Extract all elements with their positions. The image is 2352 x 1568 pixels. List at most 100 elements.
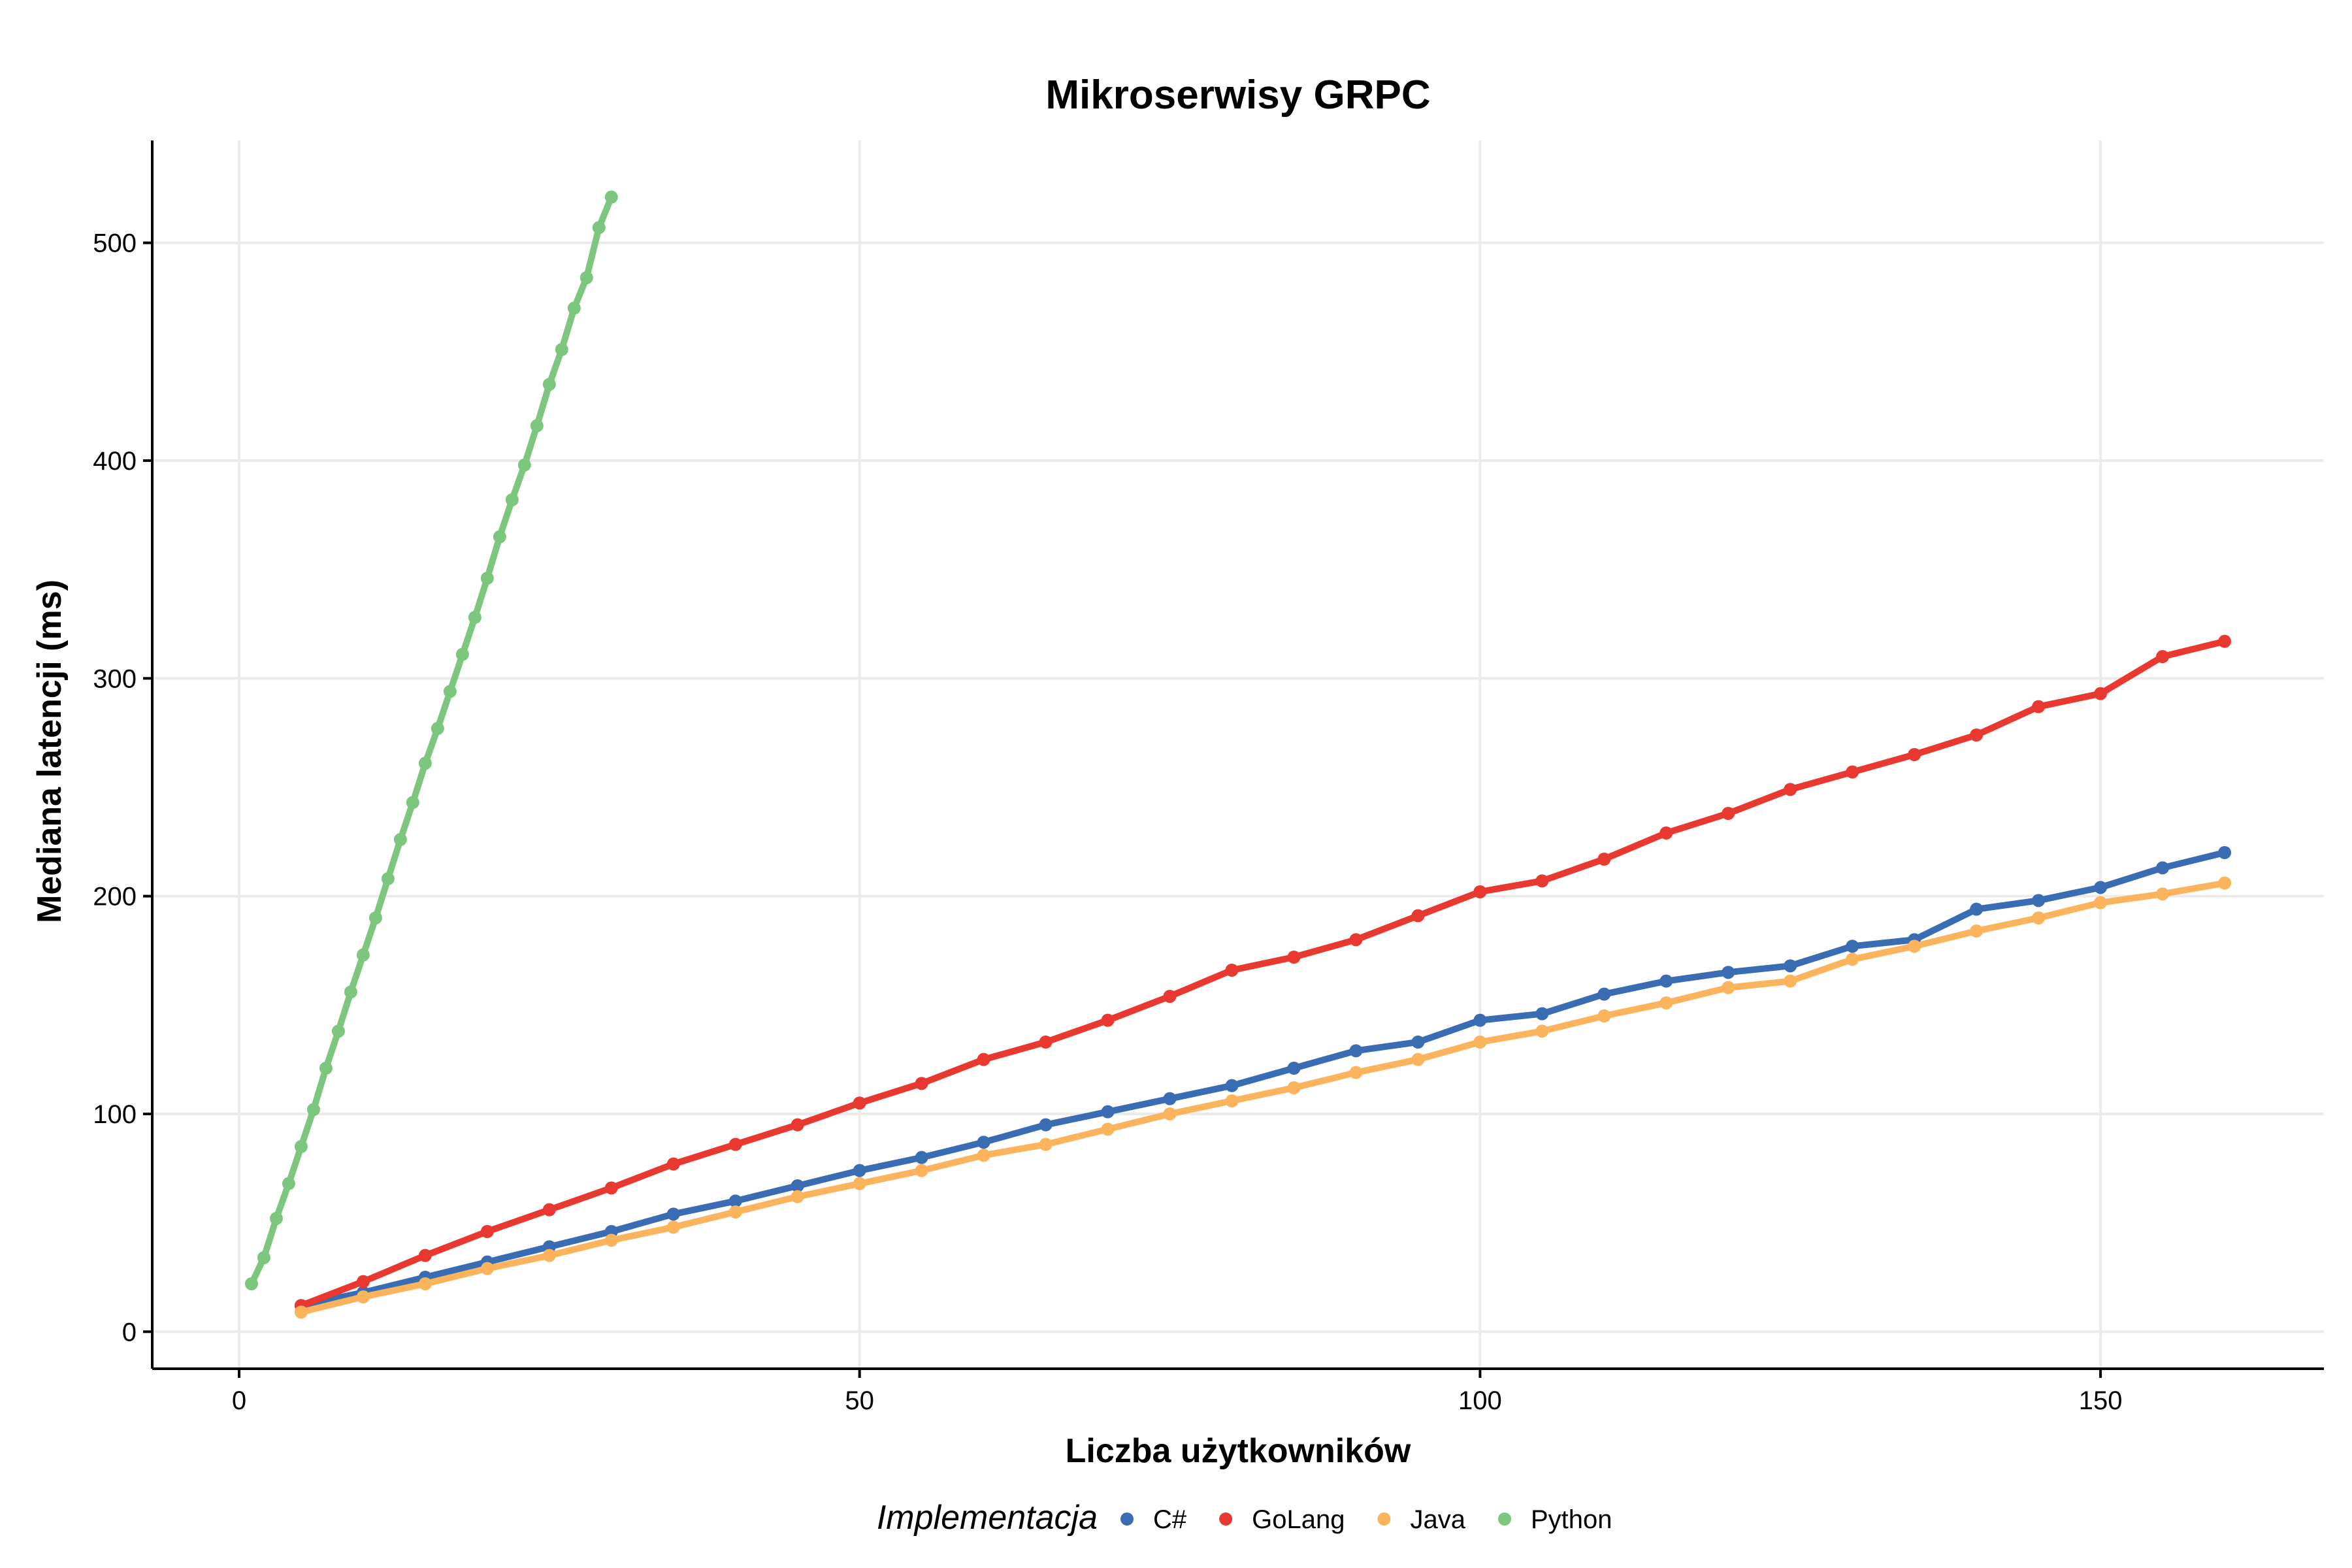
grid [152,140,2324,1369]
legend-marker-golang [1219,1512,1233,1526]
axes: 0 50 100 150 0 100 200 300 400 500 [93,140,2324,1415]
data-point-python [468,611,482,624]
data-point-java [1970,924,1984,938]
data-point-python [517,458,531,472]
data-point-java [604,1233,618,1247]
data-point-java [1039,1137,1053,1151]
data-point-golang [604,1181,618,1195]
x-axis-label: Liczba użytkowników [1066,1432,1411,1470]
data-point-python [356,948,370,962]
data-point-golang [1535,874,1549,888]
data-point-golang [356,1275,370,1288]
data-point-csharp [1535,1007,1549,1021]
data-point-java [2156,887,2170,901]
data-point-golang [1597,853,1611,866]
data-point-python [306,1103,320,1117]
y-tick-label: 400 [93,447,137,476]
data-point-java [1163,1107,1177,1120]
legend-marker-csharp [1120,1512,1134,1526]
data-point-golang [1039,1036,1053,1049]
data-point-python [244,1277,258,1290]
data-point-golang [1908,748,1921,761]
series-line-golang [297,638,2228,1309]
data-point-csharp [1722,966,1735,979]
data-point-java [2094,896,2108,909]
data-point-java [418,1277,432,1290]
data-point-golang [666,1157,680,1171]
data-point-golang [1287,951,1301,964]
data-point-golang [418,1249,432,1262]
data-point-golang [542,1203,556,1217]
data-point-java [791,1190,804,1203]
chart-title: Mikroserwisy GRPC [1045,73,1430,118]
series-line-java [297,879,2228,1316]
data-point-java [1535,1024,1549,1038]
data-point-csharp [666,1207,680,1221]
data-point-python [443,685,457,698]
x-tick-label: 100 [1458,1386,1502,1415]
data-point-java [1101,1122,1115,1136]
data-point-python [319,1062,333,1075]
data-point-csharp [915,1151,928,1164]
data-point-csharp [1225,1079,1239,1092]
data-point-csharp [1349,1044,1363,1058]
data-point-golang [1970,728,1984,742]
data-point-python [431,722,444,735]
legend-marker-python [1497,1512,1511,1526]
data-point-python [294,1140,308,1153]
data-point-python [406,796,419,809]
data-point-python [368,911,382,924]
data-point-csharp [2032,894,2046,907]
data-point-python [282,1177,295,1190]
legend-label-python: Python [1531,1505,1612,1534]
data-point-csharp [1659,974,1673,988]
series-java [294,876,2232,1319]
data-point-java [2218,876,2232,890]
data-point-python [555,343,568,356]
data-point-csharp [791,1179,804,1192]
data-point-java [1225,1094,1239,1107]
data-point-golang [1163,990,1177,1003]
data-point-golang [728,1137,742,1151]
data-point-golang [2032,700,2046,713]
data-point-java [1473,1036,1487,1049]
data-point-java [1411,1053,1425,1066]
data-point-csharp [1970,902,1984,916]
data-point-python [455,647,469,661]
data-point-csharp [2094,881,2108,894]
data-point-java [1287,1081,1301,1094]
series-line-csharp [297,849,2228,1309]
data-point-csharp [728,1194,742,1208]
data-point-csharp [2156,861,2170,875]
data-point-python [542,378,556,391]
data-point-python [592,221,606,235]
data-point-golang [2218,634,2232,648]
data-point-csharp [1039,1118,1053,1132]
data-point-golang [1784,783,1797,796]
data-point-csharp [1287,1062,1301,1075]
data-point-golang [2094,687,2108,700]
y-tick-label: 300 [93,664,137,693]
data-point-golang [977,1053,990,1066]
data-point-csharp [1101,1105,1115,1119]
legend-marker-java [1377,1512,1391,1526]
x-tick-label: 0 [232,1386,246,1415]
data-point-python [269,1212,283,1225]
data-point-java [666,1220,680,1234]
data-point-golang [1101,1013,1115,1027]
data-point-golang [1659,826,1673,840]
data-point-golang [853,1096,866,1110]
data-point-python [331,1024,345,1038]
data-point-java [1784,974,1797,988]
data-point-java [853,1177,866,1190]
data-point-java [728,1205,742,1218]
data-point-csharp [1411,1036,1425,1049]
data-point-python [257,1251,270,1264]
data-point-java [356,1290,370,1303]
data-point-csharp [1784,959,1797,973]
data-point-java [1597,1009,1611,1022]
data-point-golang [915,1077,928,1090]
legend-label-csharp: C# [1153,1505,1187,1534]
data-point-golang [2156,650,2170,663]
